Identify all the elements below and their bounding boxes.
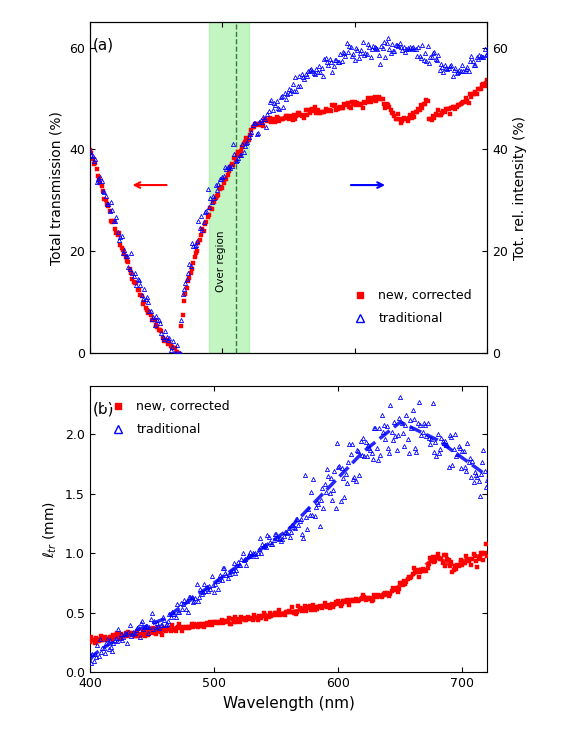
Y-axis label: Total transmission (%): Total transmission (%) [50,111,64,265]
Y-axis label: Tot. rel. intensity (%): Tot. rel. intensity (%) [513,116,527,259]
Y-axis label: $\ell_{tr}$ (mm): $\ell_{tr}$ (mm) [42,501,60,558]
Legend: new, corrected, traditional: new, corrected, traditional [100,395,235,441]
Text: Over region: Over region [216,230,226,292]
Text: (b): (b) [92,402,114,417]
X-axis label: Wavelength (nm): Wavelength (nm) [223,696,354,711]
Legend: new, corrected, traditional: new, corrected, traditional [342,284,477,330]
Text: (a): (a) [93,38,114,53]
Bar [209,22,249,353]
